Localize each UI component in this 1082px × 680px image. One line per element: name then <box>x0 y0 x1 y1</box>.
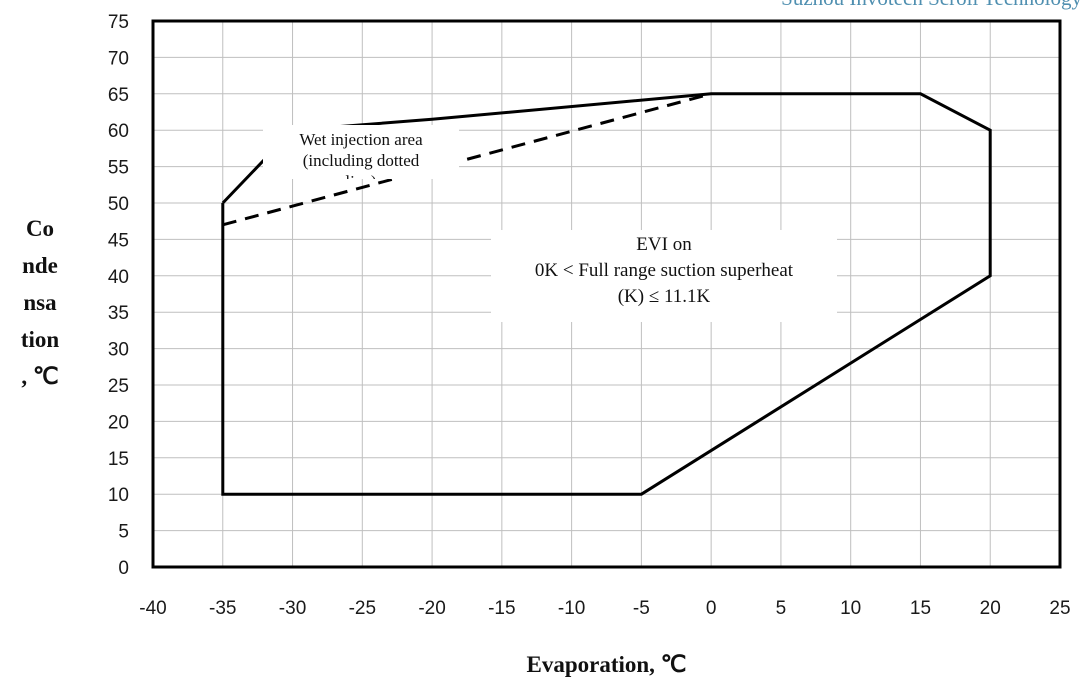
plot-frame <box>151 19 1062 569</box>
wet-injection-label: Wet injection area (including dotted line) <box>299 130 423 191</box>
wet-injection-dashed-line <box>222 92 712 227</box>
x-tick-label: 0 <box>706 598 717 619</box>
y-tick-label: 50 <box>108 194 129 215</box>
annotation-box <box>491 230 837 322</box>
x-tick-label: -20 <box>418 598 445 619</box>
x-tick-label: -25 <box>349 598 376 619</box>
x-tick-label: -35 <box>209 598 236 619</box>
annotation-line: 0K < Full range suction superheat <box>535 260 794 281</box>
brand-watermark: Suzhou Invotech Scroll Technology <box>781 0 1082 10</box>
y-tick-label: 20 <box>108 412 129 433</box>
y-tick-label: 45 <box>108 230 129 251</box>
annotation-line: (including dotted <box>303 151 420 170</box>
x-tick-label: -10 <box>558 598 585 619</box>
x-tick-label: -5 <box>633 598 650 619</box>
y-tick-label: 5 <box>118 522 129 543</box>
x-tick-label: -15 <box>488 598 515 619</box>
annotation-layer: Wet injection area (including dotted line)… <box>263 125 837 322</box>
annotation-line: Wet injection area <box>299 130 423 149</box>
y-axis-title-line: nsa <box>23 290 57 315</box>
x-tick-label: -40 <box>139 598 166 619</box>
series-layer <box>221 92 992 496</box>
x-axis-title: Evaporation, ℃ <box>526 652 686 677</box>
x-tick-label: 5 <box>776 598 787 619</box>
y-tick-label: 75 <box>108 12 129 33</box>
y-tick-label: 25 <box>108 376 129 397</box>
y-tick-label: 40 <box>108 267 129 288</box>
y-axis-title-line: Co <box>26 216 54 241</box>
annotation-line: (K) ≤ 11.1K <box>618 286 711 307</box>
y-tick-labels: 0 5 10 15 20 25 30 35 40 45 50 55 60 65 70 75 <box>108 12 129 579</box>
x-tick-label: 20 <box>980 598 1001 619</box>
y-tick-label: 65 <box>108 85 129 106</box>
x-tick-label: 25 <box>1049 598 1070 619</box>
y-tick-label: 30 <box>108 340 129 361</box>
y-tick-label: 0 <box>118 558 129 579</box>
annotation-line: EVI on <box>636 234 692 255</box>
y-tick-label: 15 <box>108 449 129 470</box>
y-tick-label: 10 <box>108 485 129 506</box>
x-tick-label: -30 <box>279 598 306 619</box>
x-tick-labels: -40 -35 -30 -25 -20 -15 -10 -5 0 5 10 15 20 25 <box>139 598 1070 619</box>
y-axis-title-line: nde <box>22 253 58 278</box>
x-tick-label: 15 <box>910 598 931 619</box>
y-tick-label: 35 <box>108 303 129 324</box>
evi-on-label: EVI on 0K < Full range suction superheat (… <box>535 234 794 307</box>
envelope-boundary-line <box>221 92 992 496</box>
y-axis-title-line: , ℃ <box>21 364 58 389</box>
y-tick-label: 55 <box>108 158 129 179</box>
y-tick-label: 60 <box>108 121 129 142</box>
y-axis-title: Co nde nsa tion , ℃ <box>21 216 60 389</box>
x-tick-label: 10 <box>840 598 861 619</box>
y-axis-title-line: tion <box>21 327 60 352</box>
annotation-box <box>263 125 459 179</box>
annotation-line: line) <box>345 172 376 191</box>
y-tick-label: 70 <box>108 48 129 69</box>
